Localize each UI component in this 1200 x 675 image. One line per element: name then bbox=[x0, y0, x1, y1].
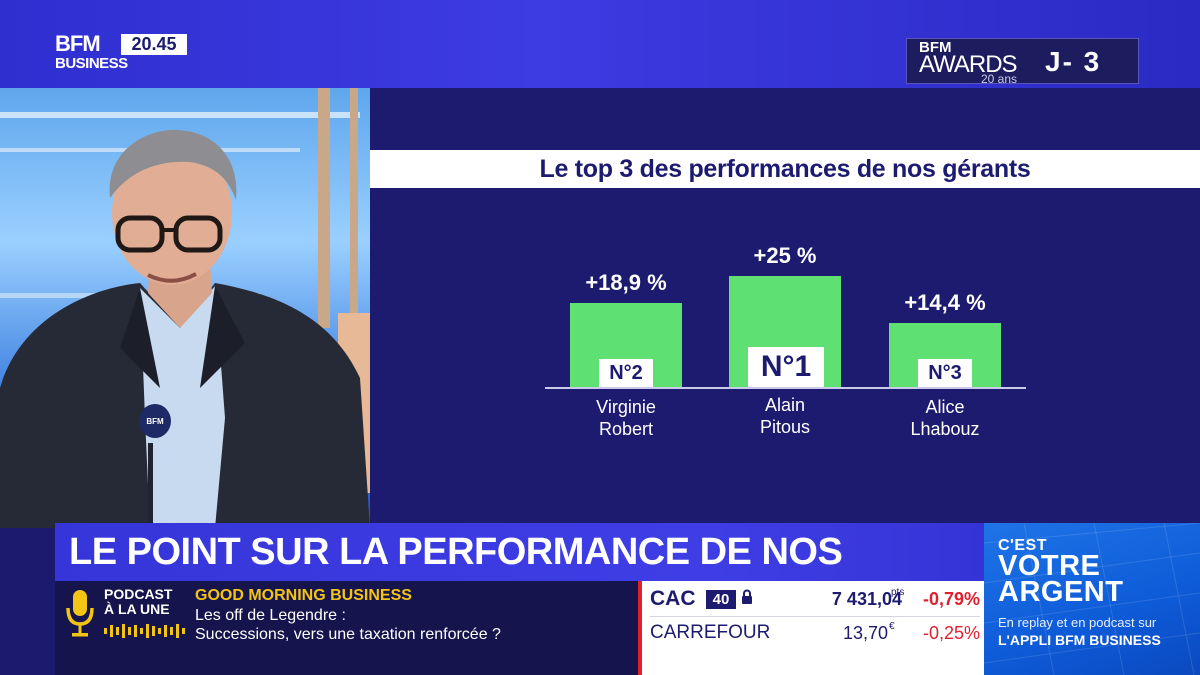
clock: 20.45 bbox=[121, 34, 187, 55]
lock-icon bbox=[742, 589, 752, 604]
rank-badge: N°2 bbox=[599, 359, 653, 387]
chart-title: Le top 3 des performances de nos gérants bbox=[370, 150, 1200, 188]
microphone-icon: BFM bbox=[139, 404, 171, 438]
awards-brand: BFM bbox=[919, 39, 952, 56]
awards-edition: 20 ans bbox=[981, 72, 1018, 86]
bar-name: Virginie Robert bbox=[596, 397, 656, 439]
index-number-badge: 40 bbox=[706, 590, 736, 609]
show-subtitle: Successions, vers une taxation renforcée… bbox=[195, 626, 501, 643]
awards-countdown-badge: BFM AWARDS 20 ans J- 3 bbox=[906, 38, 1139, 86]
index-change: -0,79% bbox=[922, 589, 980, 609]
studio-pillar bbox=[350, 88, 358, 328]
light-streak bbox=[0, 112, 360, 118]
chart-baseline bbox=[545, 387, 1026, 389]
promo-panel: C'EST VOTRE ARGENT En replay et en podca… bbox=[984, 523, 1200, 675]
bar-value-label: +14,4 % bbox=[904, 290, 986, 315]
index-value: 7 431,04 bbox=[831, 589, 902, 609]
market-ticker bbox=[638, 581, 984, 675]
promo-title-line: C'EST bbox=[998, 537, 1047, 554]
promo-subtitle: En replay et en podcast sur bbox=[998, 615, 1157, 630]
promo-pattern bbox=[984, 523, 1200, 675]
stock-name: CARREFOUR bbox=[650, 622, 771, 643]
stock-value: 13,70 bbox=[842, 623, 888, 643]
index-name: CAC bbox=[650, 587, 696, 610]
audio-wave-icon bbox=[104, 624, 185, 638]
stock-unit: € bbox=[889, 621, 895, 632]
rank-badge: N°3 bbox=[918, 359, 972, 387]
ticker-separator bbox=[650, 616, 980, 617]
headline-banner: LE POINT SUR LA PERFORMANCE DE NOS GÉRAN… bbox=[55, 523, 984, 631]
bar-name: Alain Pitous bbox=[759, 395, 811, 437]
bar-value-label: +25 % bbox=[753, 243, 817, 268]
bar-name: Alice Lhabouz bbox=[910, 397, 980, 439]
index-unit: pts bbox=[891, 587, 905, 598]
awards-countdown: J- 3 bbox=[1045, 46, 1102, 77]
podcast-label: PODCAST À LA UNE bbox=[104, 586, 173, 617]
stock-change: -0,25% bbox=[922, 623, 980, 643]
bar-value-label: +18,9 % bbox=[585, 270, 667, 295]
promo-title-line: ARGENT bbox=[998, 576, 1124, 608]
awards-word: AWARDS bbox=[919, 51, 1018, 78]
svg-text:BFM: BFM bbox=[146, 417, 164, 426]
promo-title-line: VOTRE bbox=[998, 550, 1101, 582]
studio-camera-view: BFM bbox=[0, 88, 370, 528]
channel-logo: BFM BUSINESS bbox=[55, 31, 128, 72]
show-subtitle: Les off de Legendre : bbox=[195, 607, 346, 624]
ticker-divider bbox=[638, 581, 642, 675]
microphone-icon bbox=[66, 590, 94, 637]
studio-pillar bbox=[318, 88, 330, 328]
presenter bbox=[0, 129, 370, 528]
rank-badge: N°1 bbox=[748, 347, 824, 387]
show-title: GOOD MORNING BUSINESS bbox=[195, 587, 412, 604]
promo-app-name: L'APPLI BFM BUSINESS bbox=[998, 632, 1161, 648]
